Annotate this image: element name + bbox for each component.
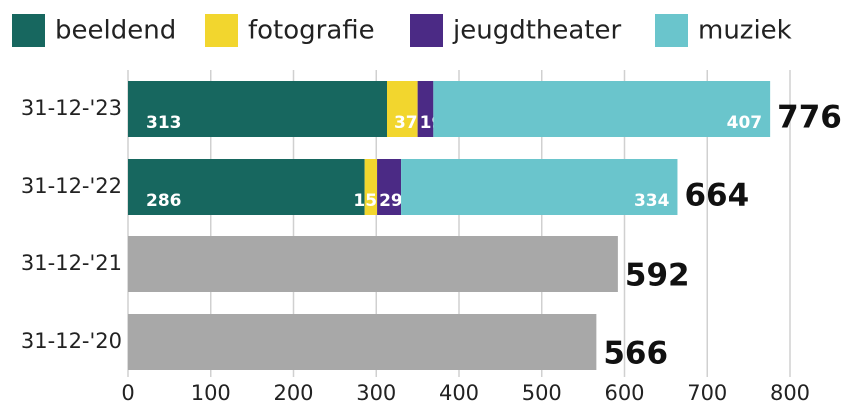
x-tick-label: 0 [121,381,134,405]
legend-label: fotografie [248,16,375,46]
bar-segment [401,159,678,215]
x-tick-label: 600 [604,381,644,405]
legend-swatch [12,14,45,47]
legend-swatch [410,14,443,47]
x-tick-label: 800 [770,381,810,405]
x-tick-label: 700 [687,381,727,405]
x-tick-label: 400 [439,381,479,405]
category-label: 31-12-'20 [21,329,122,353]
x-tick-label: 100 [191,381,231,405]
x-tick-label: 500 [522,381,562,405]
total-bar [128,236,618,292]
category-label: 31-12-'21 [21,251,122,275]
legend-label: muziek [698,16,792,46]
total-bar [128,314,597,370]
segment-label: 407 [727,113,763,133]
total-label: 664 [684,178,749,214]
legend-swatch [655,14,688,47]
segment-label: 334 [634,191,670,211]
bar-segment [387,81,418,137]
total-label: 776 [777,100,842,136]
segment-label: 29 [379,191,403,211]
bar-segment [377,159,402,215]
total-label: 592 [625,258,690,294]
bar-segment [364,159,378,215]
bar-segment [128,159,365,215]
segment-label: 313 [146,113,182,133]
segment-label: 37 [394,113,418,133]
total-label: 566 [603,336,668,372]
bar-segment [433,81,771,137]
bar-segment [417,81,434,137]
legend-label: beeldend [55,16,176,46]
segment-label: 15 [353,191,377,211]
x-tick-label: 300 [356,381,396,405]
category-label: 31-12-'22 [21,174,122,198]
bar-segment [128,81,388,137]
segment-label: 286 [146,191,182,211]
legend-swatch [205,14,238,47]
category-label: 31-12-'23 [21,96,122,120]
legend-label: jeugdtheater [452,16,621,46]
x-tick-label: 200 [273,381,313,405]
